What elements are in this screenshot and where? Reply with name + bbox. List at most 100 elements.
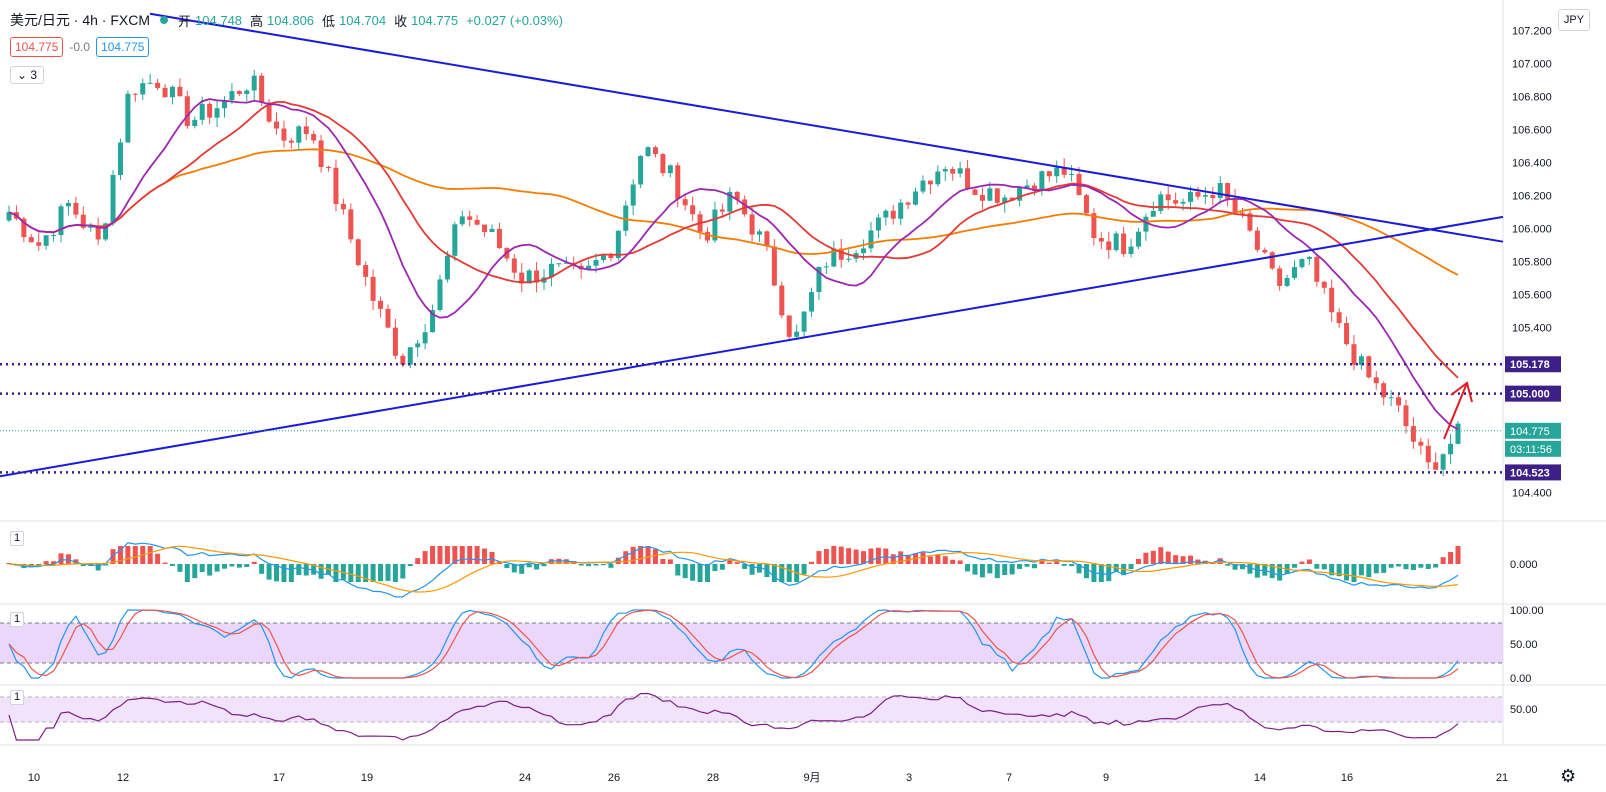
candle-body [1455, 423, 1461, 444]
candle-body [623, 205, 629, 231]
candle-body [140, 83, 146, 95]
annotation-arrow [1443, 382, 1468, 440]
x-tick-label: 9月 [803, 772, 820, 784]
macd-bar [697, 564, 703, 582]
macd-bar [875, 547, 881, 564]
macd-bar [422, 551, 428, 564]
macd-bar [600, 564, 606, 566]
candle-body [965, 168, 971, 190]
candle-body [1277, 268, 1283, 286]
settings-gear-icon[interactable]: ⚙ [1560, 766, 1577, 786]
macd-bar [103, 564, 109, 566]
macd-bar [645, 546, 651, 564]
candle-body [771, 246, 777, 286]
candle-body [1210, 195, 1216, 198]
chevron-down-icon: ⌄ [17, 68, 28, 82]
close-value: 104.775 [411, 12, 459, 28]
candle-body [407, 347, 413, 365]
macd-bar [125, 546, 131, 564]
macd-bar [979, 564, 985, 578]
candle-body [1173, 200, 1179, 204]
macd-bar [1046, 562, 1052, 564]
currency-button[interactable]: JPY [1558, 9, 1590, 31]
macd-bar [994, 564, 1000, 579]
macd-bar [192, 564, 198, 579]
macd-bar [311, 564, 317, 575]
candle-body [1225, 183, 1231, 199]
stoch-pane-label[interactable]: 1 [10, 612, 25, 627]
macd-bar [853, 549, 859, 564]
candle-body [1091, 213, 1097, 239]
macd-bar [184, 564, 190, 582]
x-tick-label: 10 [28, 772, 40, 784]
candle-body [444, 255, 450, 280]
macd-bar [415, 558, 421, 564]
rsi-pane-label[interactable]: 1 [10, 690, 25, 705]
macd-bar [779, 564, 785, 582]
macd-bar [1292, 564, 1298, 568]
macd-bar [474, 546, 480, 564]
macd-bar [920, 552, 926, 564]
buy-price-button[interactable]: 104.775 [96, 37, 150, 57]
candle-body [21, 218, 27, 238]
y-tick-label: 105.800 [1512, 257, 1552, 269]
candle-body [169, 86, 175, 98]
y-tick-label: 104.400 [1512, 488, 1552, 500]
y-tick-label: 107.000 [1512, 58, 1552, 70]
candle-body [147, 82, 153, 84]
macd-bar [1143, 552, 1149, 564]
macd-bar [155, 553, 161, 564]
indicators-toggle-button[interactable]: ⌄ 3 [10, 66, 45, 84]
macd-bar [482, 548, 488, 564]
y-tick-label: 106.000 [1512, 223, 1552, 235]
macd-bar [117, 546, 123, 564]
candle-body [831, 248, 837, 267]
macd-bar [1061, 564, 1067, 566]
candle-body [950, 169, 956, 174]
macd-bar [541, 564, 547, 567]
candle-body [563, 262, 569, 264]
y-tick-label: 106.200 [1512, 190, 1552, 202]
candle-body [1195, 192, 1201, 197]
candle-body [1039, 171, 1045, 191]
macd-bar [1009, 564, 1015, 575]
candle-body [340, 204, 346, 210]
candle-body [1403, 405, 1409, 427]
macd-bar [1418, 564, 1424, 568]
macd-bar [1351, 564, 1357, 582]
candle-body [1396, 397, 1402, 406]
upper-trendline [149, 12, 1504, 243]
macd-pane-label[interactable]: 1 [10, 531, 25, 546]
candle-body [1165, 194, 1171, 201]
candle-body [1306, 256, 1312, 260]
candle-body [764, 231, 770, 247]
symbol-title[interactable]: 美元/日元 · 4h · FXCM [10, 12, 151, 28]
candle-body [511, 258, 517, 273]
macd-bar [801, 564, 807, 575]
candle-body [296, 126, 302, 143]
candle-body [1254, 230, 1260, 250]
macd-bar [757, 564, 763, 573]
sell-price-button[interactable]: 104.775 [10, 37, 64, 57]
macd-bar [251, 561, 257, 564]
macd-bar [890, 554, 896, 564]
x-tick-label: 28 [707, 772, 719, 784]
candle-body [979, 194, 985, 201]
candle-body [88, 226, 94, 228]
macd-signal-line [8, 545, 1459, 593]
candle-body [51, 235, 57, 237]
candle-body [638, 155, 644, 185]
macd-bar [1106, 564, 1112, 582]
candle-body [883, 210, 889, 218]
open-label: 开 [178, 13, 192, 29]
candle-body [1017, 188, 1023, 201]
macd-bar [1217, 558, 1223, 564]
macd-bar [942, 556, 948, 564]
macd-bar [43, 561, 49, 564]
macd-bar [519, 564, 525, 574]
candle-body [333, 167, 339, 205]
change-value: +0.027 (+0.03%) [466, 12, 563, 28]
candle-body [1150, 210, 1156, 217]
macd-bar [333, 564, 339, 582]
